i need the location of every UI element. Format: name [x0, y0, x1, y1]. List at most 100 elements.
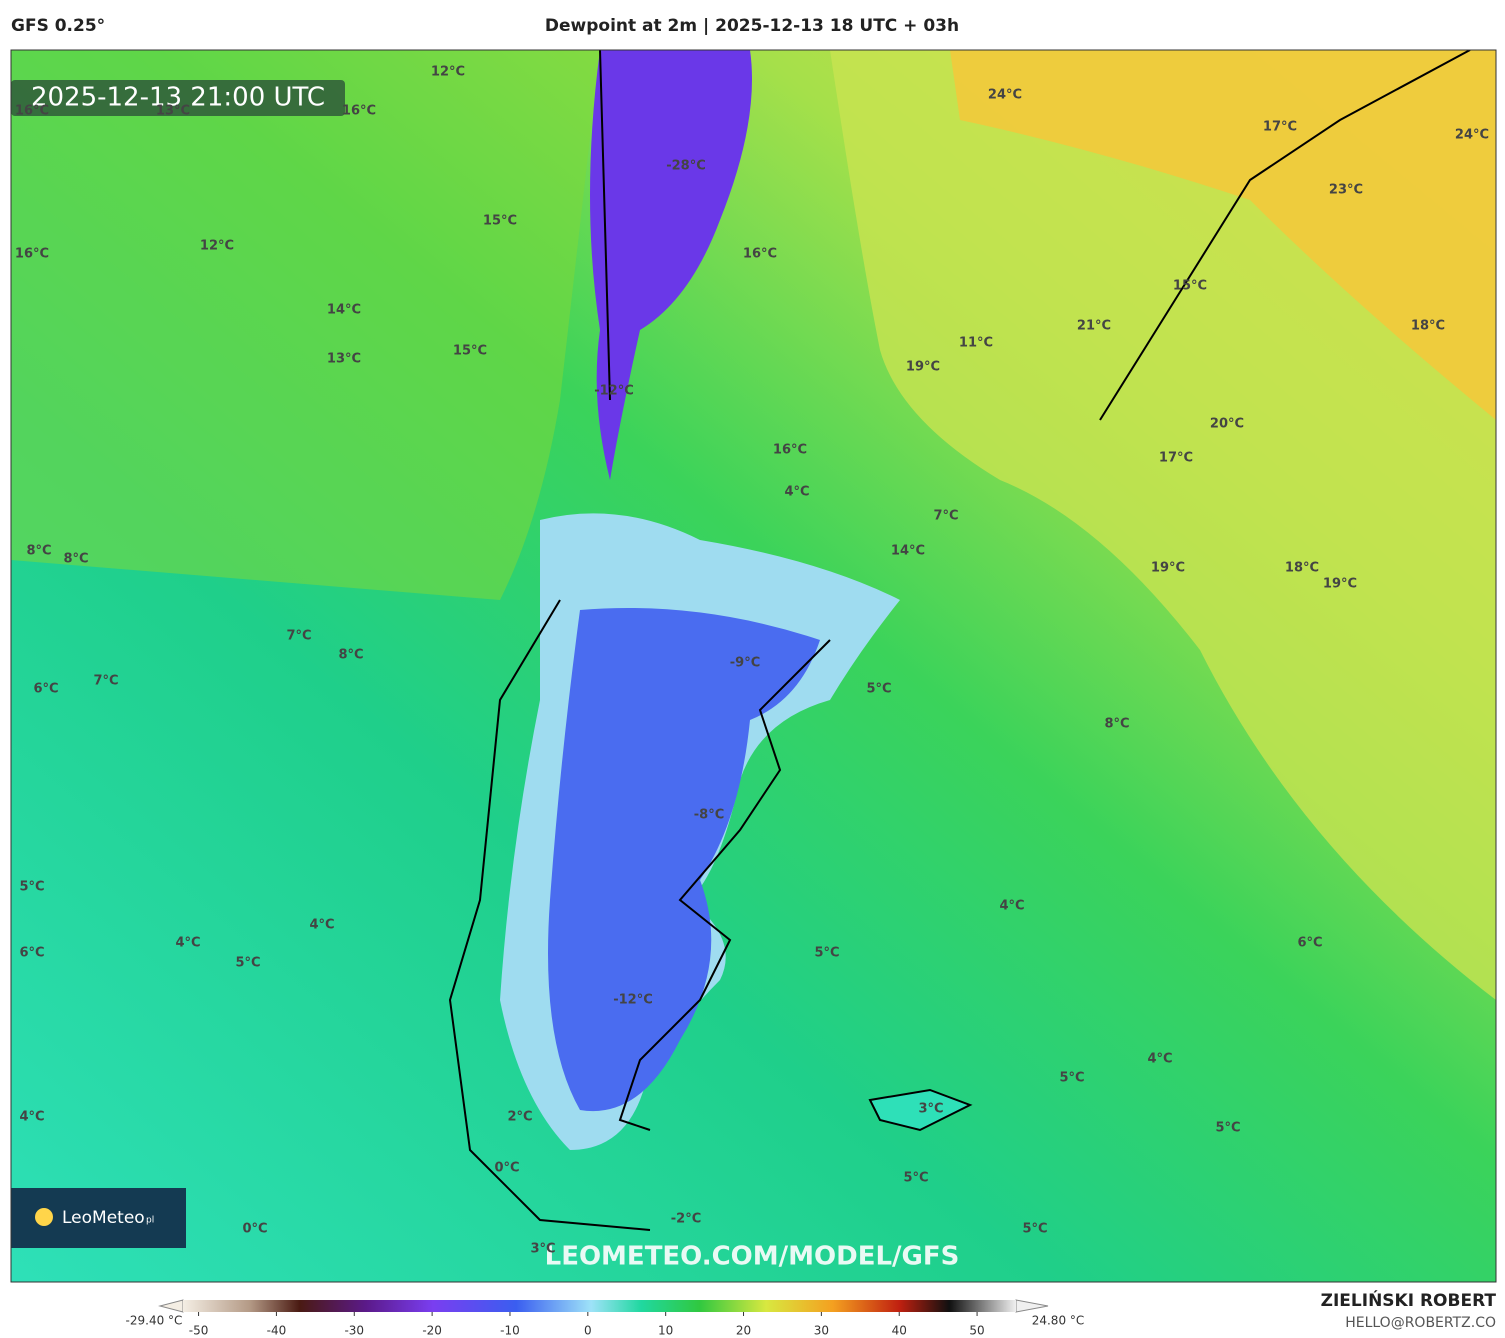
temperature-label: 24°C	[1455, 128, 1489, 143]
temperature-label: 15°C	[1173, 279, 1207, 294]
author: ZIELIŃSKI ROBERT	[1321, 1289, 1497, 1311]
colorbar-arrow-right	[1015, 1299, 1049, 1313]
map-labels: 12°C 16°C 13°C 16°C 24°C 17°C 24°C -28°C 23°C 15°…	[15, 65, 1489, 1257]
colorbar-tick-label: 0	[584, 1324, 592, 1338]
temperature-label: 16°C	[743, 247, 777, 262]
temperature-label: 5°C	[1215, 1121, 1240, 1136]
temperature-label: 5°C	[814, 946, 839, 961]
temperature-label: 20°C	[1210, 417, 1244, 432]
temperature-label: 18°C	[1411, 319, 1445, 334]
temperature-label: -8°C	[694, 808, 724, 823]
temperature-label: 6°C	[19, 946, 44, 961]
coastline	[448, 50, 1471, 1231]
temperature-label: 18°C	[1285, 561, 1319, 576]
temperature-label: 5°C	[19, 880, 44, 895]
temperature-label: 16°C	[15, 247, 49, 262]
temperature-label: 2°C	[507, 1110, 532, 1125]
colorbar-tick-label: 40	[892, 1324, 907, 1338]
temperature-label: 15°C	[453, 344, 487, 359]
temperature-label: -9°C	[730, 656, 760, 671]
temperature-label: 6°C	[1297, 936, 1322, 951]
temperature-label: 4°C	[175, 936, 200, 951]
temperature-label: 16°C	[342, 104, 376, 119]
colorbar-tick-label: -20	[422, 1324, 442, 1338]
temperature-label: 5°C	[1059, 1071, 1084, 1086]
very-cold-zone	[548, 608, 820, 1112]
colorbar-tick-label: -40	[267, 1324, 287, 1338]
watermark: LEOMETEO.COM/MODEL/GFS	[545, 1242, 960, 1272]
temperature-label: 7°C	[286, 629, 311, 644]
colorbar-max: 24.80 °C	[1032, 1314, 1085, 1328]
map-area: 2025-12-13 21:00 UTC LeoMeteo pl LEOMETE…	[11, 50, 1496, 1282]
temperature-label: 7°C	[933, 509, 958, 524]
temperature-label: 3°C	[918, 1102, 943, 1117]
temperature-label: 13°C	[327, 352, 361, 367]
temperature-label: 5°C	[1022, 1222, 1047, 1237]
timestamp-box	[11, 80, 345, 116]
colorbar-tick-label: 20	[736, 1324, 751, 1338]
temperature-label: 3°C	[530, 1242, 555, 1257]
temperature-label: 19°C	[1323, 577, 1357, 592]
colorbar-tick-label: -10	[500, 1324, 520, 1338]
temperature-label: 8°C	[26, 544, 51, 559]
colorbar-tick-label: 10	[658, 1324, 673, 1338]
hot-region	[950, 50, 1496, 420]
andes-cold-zone	[590, 50, 752, 480]
colorbar: -50 -40 -30 -20 -10 0 10 20 30 40 50	[158, 1299, 1049, 1338]
temperature-label: 17°C	[1159, 451, 1193, 466]
temperature-label: 4°C	[19, 1110, 44, 1125]
colorbar-min: -29.40 °C	[126, 1314, 183, 1328]
falkland-islands	[868, 1088, 973, 1132]
temperature-label: -2°C	[671, 1212, 701, 1227]
temperature-label: 13°C	[156, 104, 190, 119]
temperature-label: 8°C	[338, 648, 363, 663]
temperature-label: 12°C	[200, 239, 234, 254]
temperature-label: 24°C	[988, 88, 1022, 103]
temperature-label: 4°C	[309, 918, 334, 933]
temperature-label: 19°C	[1151, 561, 1185, 576]
temperature-label: 7°C	[93, 674, 118, 689]
map-title: Dewpoint at 2m | 2025-12-13 18 UTC + 03h	[545, 16, 959, 36]
map-frame	[10, 49, 1497, 1283]
ocean-green	[11, 50, 600, 600]
temperature-label: 12°C	[431, 65, 465, 80]
temperature-label: 11°C	[959, 336, 993, 351]
temperature-label: 17°C	[1263, 120, 1297, 135]
temperature-label: 0°C	[242, 1222, 267, 1237]
logo-suffix: pl	[146, 1216, 154, 1226]
temperature-label: 23°C	[1329, 183, 1363, 198]
temperature-label: 19°C	[906, 360, 940, 375]
email: HELLO@ROBERTZ.CO	[1345, 1315, 1496, 1331]
colorbar-tick-label: -50	[189, 1324, 209, 1338]
temperature-label: 0°C	[494, 1161, 519, 1176]
warm-region	[830, 50, 1496, 1000]
temperature-label: 8°C	[63, 552, 88, 567]
temperature-label: -12°C	[613, 993, 653, 1008]
timestamp: 2025-12-13 21:00 UTC	[31, 83, 325, 113]
temperature-label: 14°C	[891, 544, 925, 559]
temperature-label: 4°C	[1147, 1052, 1172, 1067]
temperature-label: 5°C	[903, 1171, 928, 1186]
temperature-label: 5°C	[866, 682, 891, 697]
colorbar-arrow-left	[158, 1299, 184, 1313]
colorbar-scale	[183, 1300, 1016, 1312]
temperature-label: 4°C	[784, 485, 809, 500]
temperature-label: -12°C	[594, 384, 634, 399]
temperature-label: 5°C	[235, 956, 260, 971]
temperature-label: 6°C	[33, 682, 58, 697]
temperature-label: 14°C	[327, 303, 361, 318]
logo-sun	[35, 1208, 53, 1226]
logo-name: LeoMeteo	[62, 1208, 145, 1228]
colorbar-tick-label: -30	[344, 1324, 364, 1338]
temperature-label: 8°C	[1104, 717, 1129, 732]
temperature-label: -28°C	[666, 159, 706, 174]
temperature-label: 16°C	[773, 443, 807, 458]
temperature-label: 15°C	[483, 214, 517, 229]
temperature-label: 21°C	[1077, 319, 1111, 334]
model-name: GFS 0.25°	[11, 16, 105, 36]
temperature-label: 16°C	[15, 104, 49, 119]
colorbar-tick-label: 50	[969, 1324, 984, 1338]
colorbar-tick-label: 30	[814, 1324, 829, 1338]
temperature-label: 4°C	[999, 899, 1024, 914]
